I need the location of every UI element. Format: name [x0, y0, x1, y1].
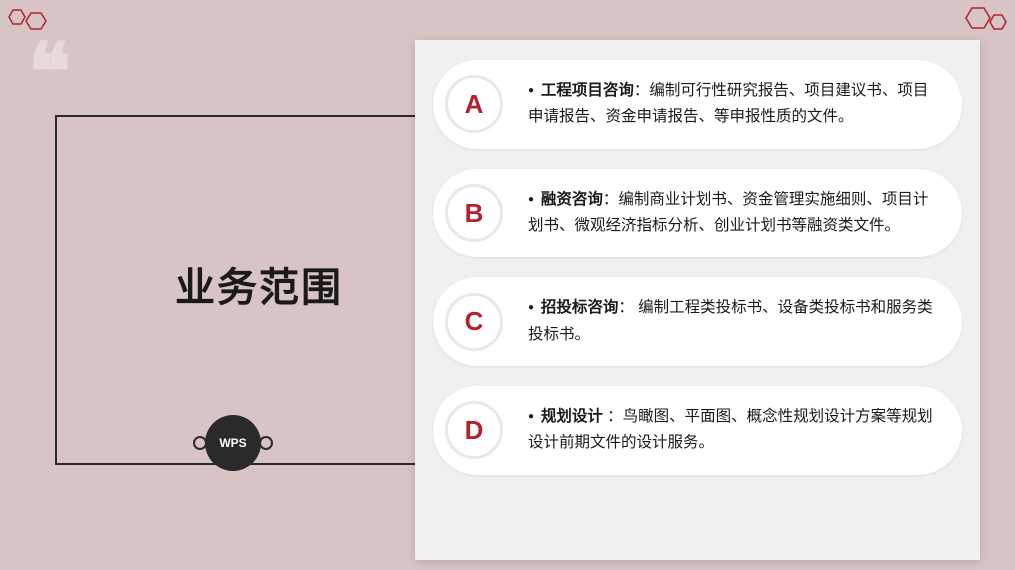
- service-item-b: B 融资咨询：编制商业计划书、资金管理实施细则、项目计划书、微观经济指标分析、创…: [433, 169, 962, 258]
- item-letter: B: [445, 184, 503, 242]
- wps-badge: WPS: [205, 415, 261, 471]
- item-title: 工程项目咨询: [541, 82, 634, 99]
- item-text: 工程项目咨询：编制可行性研究报告、项目建议书、项目申请报告、资金申请报告、等申报…: [528, 78, 934, 131]
- service-item-d: D 规划设计 ：鸟瞰图、平面图、概念性规划设计方案等规划设计前期文件的设计服务。: [433, 386, 962, 475]
- wps-badge-text: WPS: [219, 436, 246, 450]
- hexagon-decoration-right: [960, 5, 1010, 35]
- service-item-a: A 工程项目咨询：编制可行性研究报告、项目建议书、项目申请报告、资金申请报告、等…: [433, 60, 962, 149]
- item-text: 规划设计 ：鸟瞰图、平面图、概念性规划设计方案等规划设计前期文件的设计服务。: [528, 404, 934, 457]
- page-title: 业务范围: [175, 255, 343, 313]
- item-letter: A: [445, 75, 503, 133]
- service-item-c: C 招投标咨询： 编制工程类投标书、设备类投标书和服务类投标书。: [433, 277, 962, 366]
- item-title: 规划设计: [541, 408, 603, 425]
- item-title: 招投标咨询: [541, 299, 619, 316]
- item-title: 融资咨询: [541, 191, 603, 208]
- item-text: 招投标咨询： 编制工程类投标书、设备类投标书和服务类投标书。: [528, 295, 934, 348]
- item-letter: C: [445, 293, 503, 351]
- item-letter: D: [445, 401, 503, 459]
- services-panel: A 工程项目咨询：编制可行性研究报告、项目建议书、项目申请报告、资金申请报告、等…: [415, 40, 980, 560]
- quote-icon: ❝: [28, 50, 71, 98]
- item-text: 融资咨询：编制商业计划书、资金管理实施细则、项目计划书、微观经济指标分析、创业计…: [528, 187, 934, 240]
